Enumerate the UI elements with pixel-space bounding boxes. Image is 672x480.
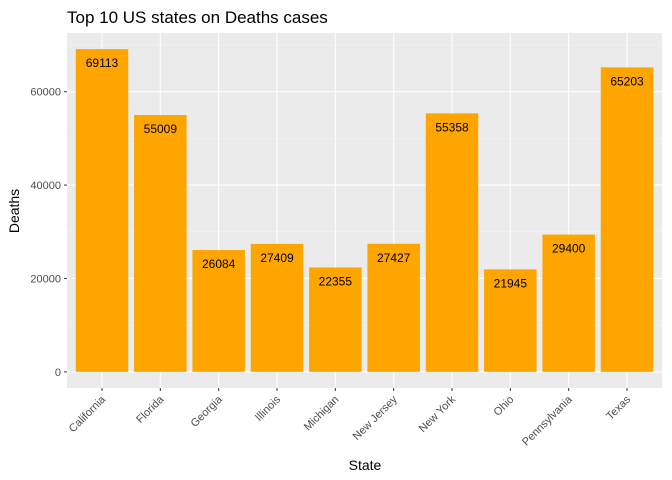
- bar-value-label: 27427: [377, 251, 411, 265]
- x-tick-label: Pennsylvania: [520, 393, 575, 448]
- bar-value-label: 26084: [202, 257, 236, 271]
- bar-value-label: 55009: [144, 122, 178, 136]
- x-tick-label: New Jersey: [351, 393, 400, 442]
- y-tick-label: 0: [55, 367, 61, 379]
- x-tick-label: Texas: [604, 393, 633, 422]
- y-tick-label: 20000: [30, 273, 61, 285]
- chart-title: Top 10 US states on Deaths cases: [67, 8, 328, 27]
- x-tick-label: Florida: [134, 393, 167, 426]
- bar: [367, 243, 420, 372]
- bar: [309, 267, 362, 372]
- y-tick-label: 60000: [30, 87, 61, 99]
- x-tick-label: Michigan: [302, 394, 342, 434]
- bar: [484, 269, 537, 372]
- x-tick-label: California: [67, 393, 109, 435]
- x-tick-label: Georgia: [189, 393, 226, 430]
- bar: [600, 67, 654, 372]
- bar: [134, 114, 187, 372]
- bar-value-labels: 69113 55009 26084 27409 22355 27427 55358 21945…: [86, 56, 644, 290]
- x-tick-label: Illinois: [253, 393, 283, 423]
- bar: [425, 113, 479, 372]
- y-axis-title: Deaths: [6, 189, 22, 233]
- x-axis-title: State: [349, 457, 382, 473]
- y-tick-label: 40000: [30, 180, 61, 192]
- bar-value-label: 27409: [260, 251, 294, 265]
- y-axis: 0 20000 40000 60000: [30, 87, 67, 379]
- bar: [75, 49, 129, 372]
- bar-value-label: 21945: [494, 276, 528, 290]
- bar: [250, 243, 304, 372]
- bar-value-label: 55358: [435, 120, 469, 134]
- x-axis: California Florida Georgia Illinois Michigan…: [67, 388, 633, 448]
- bar-value-label: 22355: [319, 274, 353, 288]
- bar: [542, 234, 595, 372]
- bar-value-label: 69113: [86, 56, 119, 70]
- bar-value-label: 29400: [552, 242, 586, 256]
- bar-value-label: 65203: [610, 74, 644, 88]
- x-tick-label: New York: [417, 393, 459, 435]
- bar: [192, 250, 245, 372]
- bars: [75, 49, 654, 372]
- x-tick-label: Ohio: [492, 394, 517, 419]
